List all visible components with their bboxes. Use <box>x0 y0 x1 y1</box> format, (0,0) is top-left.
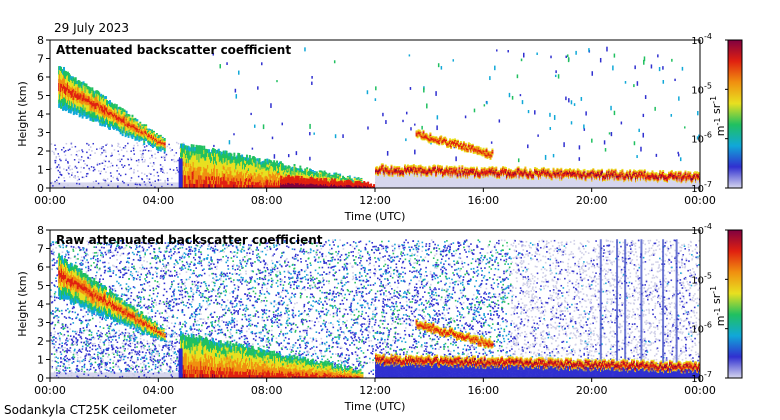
y-tick-label: 1 <box>37 354 44 367</box>
y-tick-label: 4 <box>37 108 44 121</box>
y-tick-label: 2 <box>37 335 44 348</box>
x-axis-label: Time (UTC) <box>344 400 406 413</box>
y-tick-label: 6 <box>37 261 44 274</box>
y-tick-label: 4 <box>37 298 44 311</box>
y-tick-label: 6 <box>37 71 44 84</box>
plot-area-2 <box>50 230 700 378</box>
x-tick-label: 00:00 <box>34 194 66 207</box>
x-tick-label: 08:00 <box>251 384 283 397</box>
y-tick-label: 0 <box>37 182 44 195</box>
y-tick-label: 3 <box>37 317 44 330</box>
colorbar-label: m-1 sr-1 <box>709 286 727 326</box>
x-tick-label: 20:00 <box>576 194 608 207</box>
x-tick-label: 00:00 <box>684 384 716 397</box>
colorbar-tick-label: 10-4 <box>691 222 712 237</box>
x-tick-label: 08:00 <box>251 194 283 207</box>
x-tick-label: 04:00 <box>142 194 174 207</box>
y-tick-label: 0 <box>37 372 44 385</box>
y-axis-label: Height (km) <box>16 271 29 337</box>
x-tick-label: 00:00 <box>684 194 716 207</box>
y-tick-label: 2 <box>37 145 44 158</box>
x-tick-label: 16:00 <box>467 194 499 207</box>
footer-label: Sodankyla CT25K ceilometer <box>4 403 176 417</box>
panel-1: Attenuated backscatter coefficient 0 1 2 3 4 5… <box>16 32 743 223</box>
y-tick-label: 7 <box>37 53 44 66</box>
panel-2: Raw attenuated backscatter coefficient 0 1… <box>16 222 743 413</box>
x-tick-label: 12:00 <box>359 384 391 397</box>
chart-title-2: Raw attenuated backscatter coefficient <box>56 233 323 247</box>
y-tick-label: 5 <box>37 90 44 103</box>
x-tick-label: 20:00 <box>576 384 608 397</box>
y-tick-label: 8 <box>37 34 44 47</box>
colorbar-2 <box>727 229 743 379</box>
x-axis-label: Time (UTC) <box>344 210 406 223</box>
x-tick-label: 12:00 <box>359 194 391 207</box>
y-axis-label: Height (km) <box>16 81 29 147</box>
x-tick-label: 16:00 <box>467 384 499 397</box>
plot-area-1 <box>50 40 700 188</box>
x-tick-label: 00:00 <box>34 384 66 397</box>
y-tick-label: 1 <box>37 164 44 177</box>
date-label: 29 July 2023 <box>54 21 129 35</box>
chart-title-1: Attenuated backscatter coefficient <box>56 43 291 57</box>
y-tick-label: 8 <box>37 224 44 237</box>
y-tick-label: 3 <box>37 127 44 140</box>
colorbar-tick-label: 10-4 <box>691 32 712 47</box>
y-tick-label: 5 <box>37 280 44 293</box>
x-tick-label: 04:00 <box>142 384 174 397</box>
colorbar-1 <box>727 39 743 189</box>
colorbar-label: m-1 sr-1 <box>709 96 727 136</box>
y-tick-label: 7 <box>37 243 44 256</box>
